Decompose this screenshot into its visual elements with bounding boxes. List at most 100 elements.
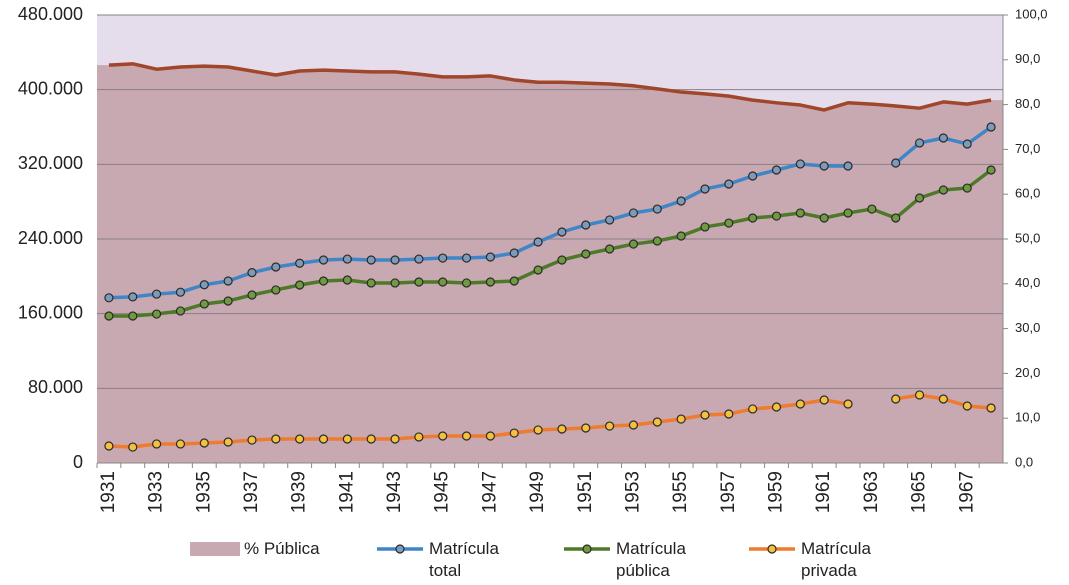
y2-tick-label: 70,0 <box>1015 141 1040 156</box>
data-point <box>199 280 209 290</box>
data-point <box>628 239 639 249</box>
data-point <box>700 184 710 194</box>
x-tick-label: 1965 <box>909 471 930 513</box>
data-point <box>676 196 686 206</box>
data-point <box>390 434 400 444</box>
legend-marker <box>767 544 777 554</box>
data-point <box>986 165 996 175</box>
data-point <box>748 404 758 414</box>
data-point <box>223 437 233 447</box>
data-point <box>438 277 448 287</box>
data-point <box>366 434 376 444</box>
data-point <box>795 208 805 218</box>
x-tick-label: 1937 <box>241 471 262 513</box>
x-tick-label: 1939 <box>289 471 310 513</box>
data-point <box>247 268 257 278</box>
data-point <box>605 244 615 254</box>
data-point <box>438 431 448 441</box>
data-point <box>295 280 305 290</box>
data-point <box>557 255 567 265</box>
y2-tick-label: 90,0 <box>1015 51 1040 66</box>
data-point <box>557 424 567 434</box>
data-point <box>652 204 662 214</box>
x-tick-label: 1957 <box>718 471 739 513</box>
legend-swatch <box>749 544 795 554</box>
data-point <box>295 434 305 444</box>
data-point <box>819 161 829 171</box>
data-point <box>509 276 519 286</box>
legend-label: % Pública <box>244 539 320 558</box>
data-point <box>485 431 495 441</box>
x-tick-label: 1943 <box>384 471 405 513</box>
data-point <box>223 296 233 306</box>
data-point <box>414 432 424 442</box>
y-tick-label: 160.000 <box>18 302 83 322</box>
data-point <box>485 277 495 287</box>
data-point <box>652 236 662 246</box>
data-point <box>557 227 567 237</box>
data-point <box>962 139 972 149</box>
y2-tick-label: 10,0 <box>1015 410 1040 425</box>
data-point <box>152 439 162 449</box>
data-point <box>891 394 901 404</box>
data-point <box>914 390 925 400</box>
data-point <box>700 410 710 420</box>
data-point <box>605 215 615 225</box>
x-tick-label: 1931 <box>98 471 119 513</box>
x-tick-label: 1949 <box>527 471 548 513</box>
data-point <box>271 285 281 295</box>
legend-label: Matrícula pública <box>616 539 686 580</box>
x-tick-label: 1959 <box>766 471 787 513</box>
y2-tick-label: 60,0 <box>1015 186 1040 201</box>
legend-label: Matrícula privada <box>801 539 871 580</box>
data-point <box>771 165 782 175</box>
data-point <box>342 254 352 264</box>
data-point <box>819 395 829 405</box>
data-point <box>628 208 639 218</box>
data-point <box>724 409 734 419</box>
data-point <box>318 276 329 286</box>
data-point <box>676 231 686 241</box>
legend-area <box>190 542 240 556</box>
data-point <box>152 309 162 319</box>
data-point <box>175 439 186 449</box>
data-point <box>843 399 853 409</box>
x-tick-label: 1953 <box>622 471 643 513</box>
data-point <box>342 434 352 444</box>
legend-item: Matrícula pública <box>560 538 706 582</box>
data-point <box>438 253 448 263</box>
data-point <box>318 434 329 444</box>
data-point <box>175 306 186 316</box>
legend-swatch <box>190 542 240 556</box>
data-point <box>891 158 901 168</box>
legend-item: Matrícula privada <box>745 538 891 582</box>
legend-swatch <box>377 544 423 554</box>
data-point <box>390 255 400 265</box>
data-point <box>533 425 543 435</box>
x-tick-label: 1945 <box>432 471 453 513</box>
data-point <box>104 311 114 321</box>
data-point <box>938 394 948 404</box>
y-tick-label: 480.000 <box>18 4 83 24</box>
x-tick-label: 1933 <box>146 471 167 513</box>
data-point <box>175 287 186 297</box>
data-point <box>104 441 114 451</box>
data-point <box>771 211 782 221</box>
data-point <box>962 401 972 411</box>
legend-marker <box>582 544 592 554</box>
y2-tick-label: 80,0 <box>1015 96 1040 111</box>
x-tick-label: 1963 <box>861 471 882 513</box>
data-point <box>461 278 472 288</box>
data-point <box>271 262 281 272</box>
data-point <box>128 442 138 452</box>
y2-tick-label: 20,0 <box>1015 365 1040 380</box>
data-point <box>414 254 424 264</box>
data-point <box>271 434 281 444</box>
data-point <box>342 275 352 285</box>
data-point <box>247 290 257 300</box>
data-point <box>628 420 639 430</box>
data-point <box>366 278 376 288</box>
legend-label: Matrícula total <box>429 539 499 580</box>
data-point <box>938 185 948 195</box>
